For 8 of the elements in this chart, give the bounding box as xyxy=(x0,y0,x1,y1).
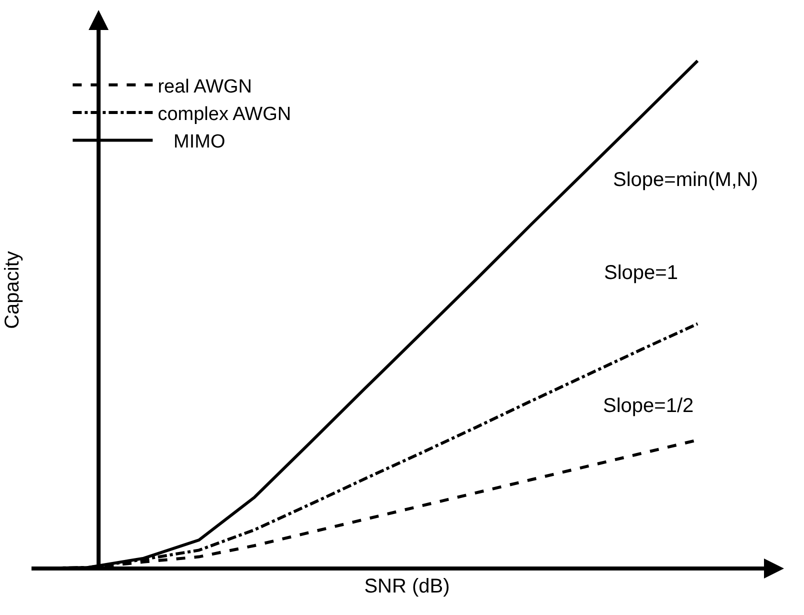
annotation: Slope=1/2 xyxy=(603,395,694,417)
legend-label: real AWGN xyxy=(158,76,252,98)
legend-label: MIMO xyxy=(158,132,226,153)
annotation: Slope=min(M,N) xyxy=(613,169,758,191)
legend-label: complex AWGN xyxy=(158,104,292,125)
y-axis-title: Capacity xyxy=(2,251,24,329)
annotation: Slope=1 xyxy=(604,262,678,284)
x-axis-title: SNR (dB) xyxy=(364,576,450,598)
